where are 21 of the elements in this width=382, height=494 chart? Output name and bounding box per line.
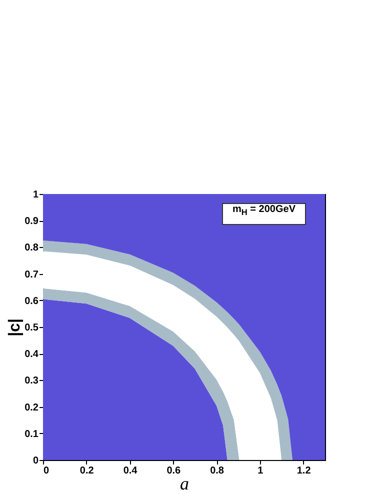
x-tick-label: 0 bbox=[44, 466, 50, 476]
y-tick-label: 0.9 bbox=[24, 216, 39, 228]
y-tick-label: 0.3 bbox=[24, 376, 39, 387]
y-tick-label: 0.5 bbox=[24, 322, 39, 334]
x-tick-label: 0.6 bbox=[166, 466, 182, 476]
x-tick-label: 1.2 bbox=[296, 466, 312, 476]
y-tick-label: 1 bbox=[32, 190, 39, 200]
y-tick-label: 0.6 bbox=[24, 296, 39, 307]
y-tick-label: 0.1 bbox=[24, 428, 39, 440]
x-tick-label: 1 bbox=[258, 466, 264, 476]
y-tick-label: 0.7 bbox=[24, 269, 39, 280]
y-tick-label: 0.2 bbox=[24, 402, 39, 414]
annotation: m$_{H}$ = 200GeV bbox=[222, 203, 306, 225]
x-tick-label: 0.4 bbox=[123, 466, 138, 476]
x-tick-label: 0.2 bbox=[80, 466, 94, 476]
y-tick-label: 0 bbox=[32, 456, 39, 466]
x-tick-label: 0.8 bbox=[210, 466, 224, 476]
x-axis-title: a bbox=[180, 474, 189, 494]
y-tick-label: 0.8 bbox=[24, 242, 39, 254]
y-tick-label: 0.4 bbox=[24, 349, 39, 360]
y-axis-title: |c| bbox=[6, 318, 24, 336]
